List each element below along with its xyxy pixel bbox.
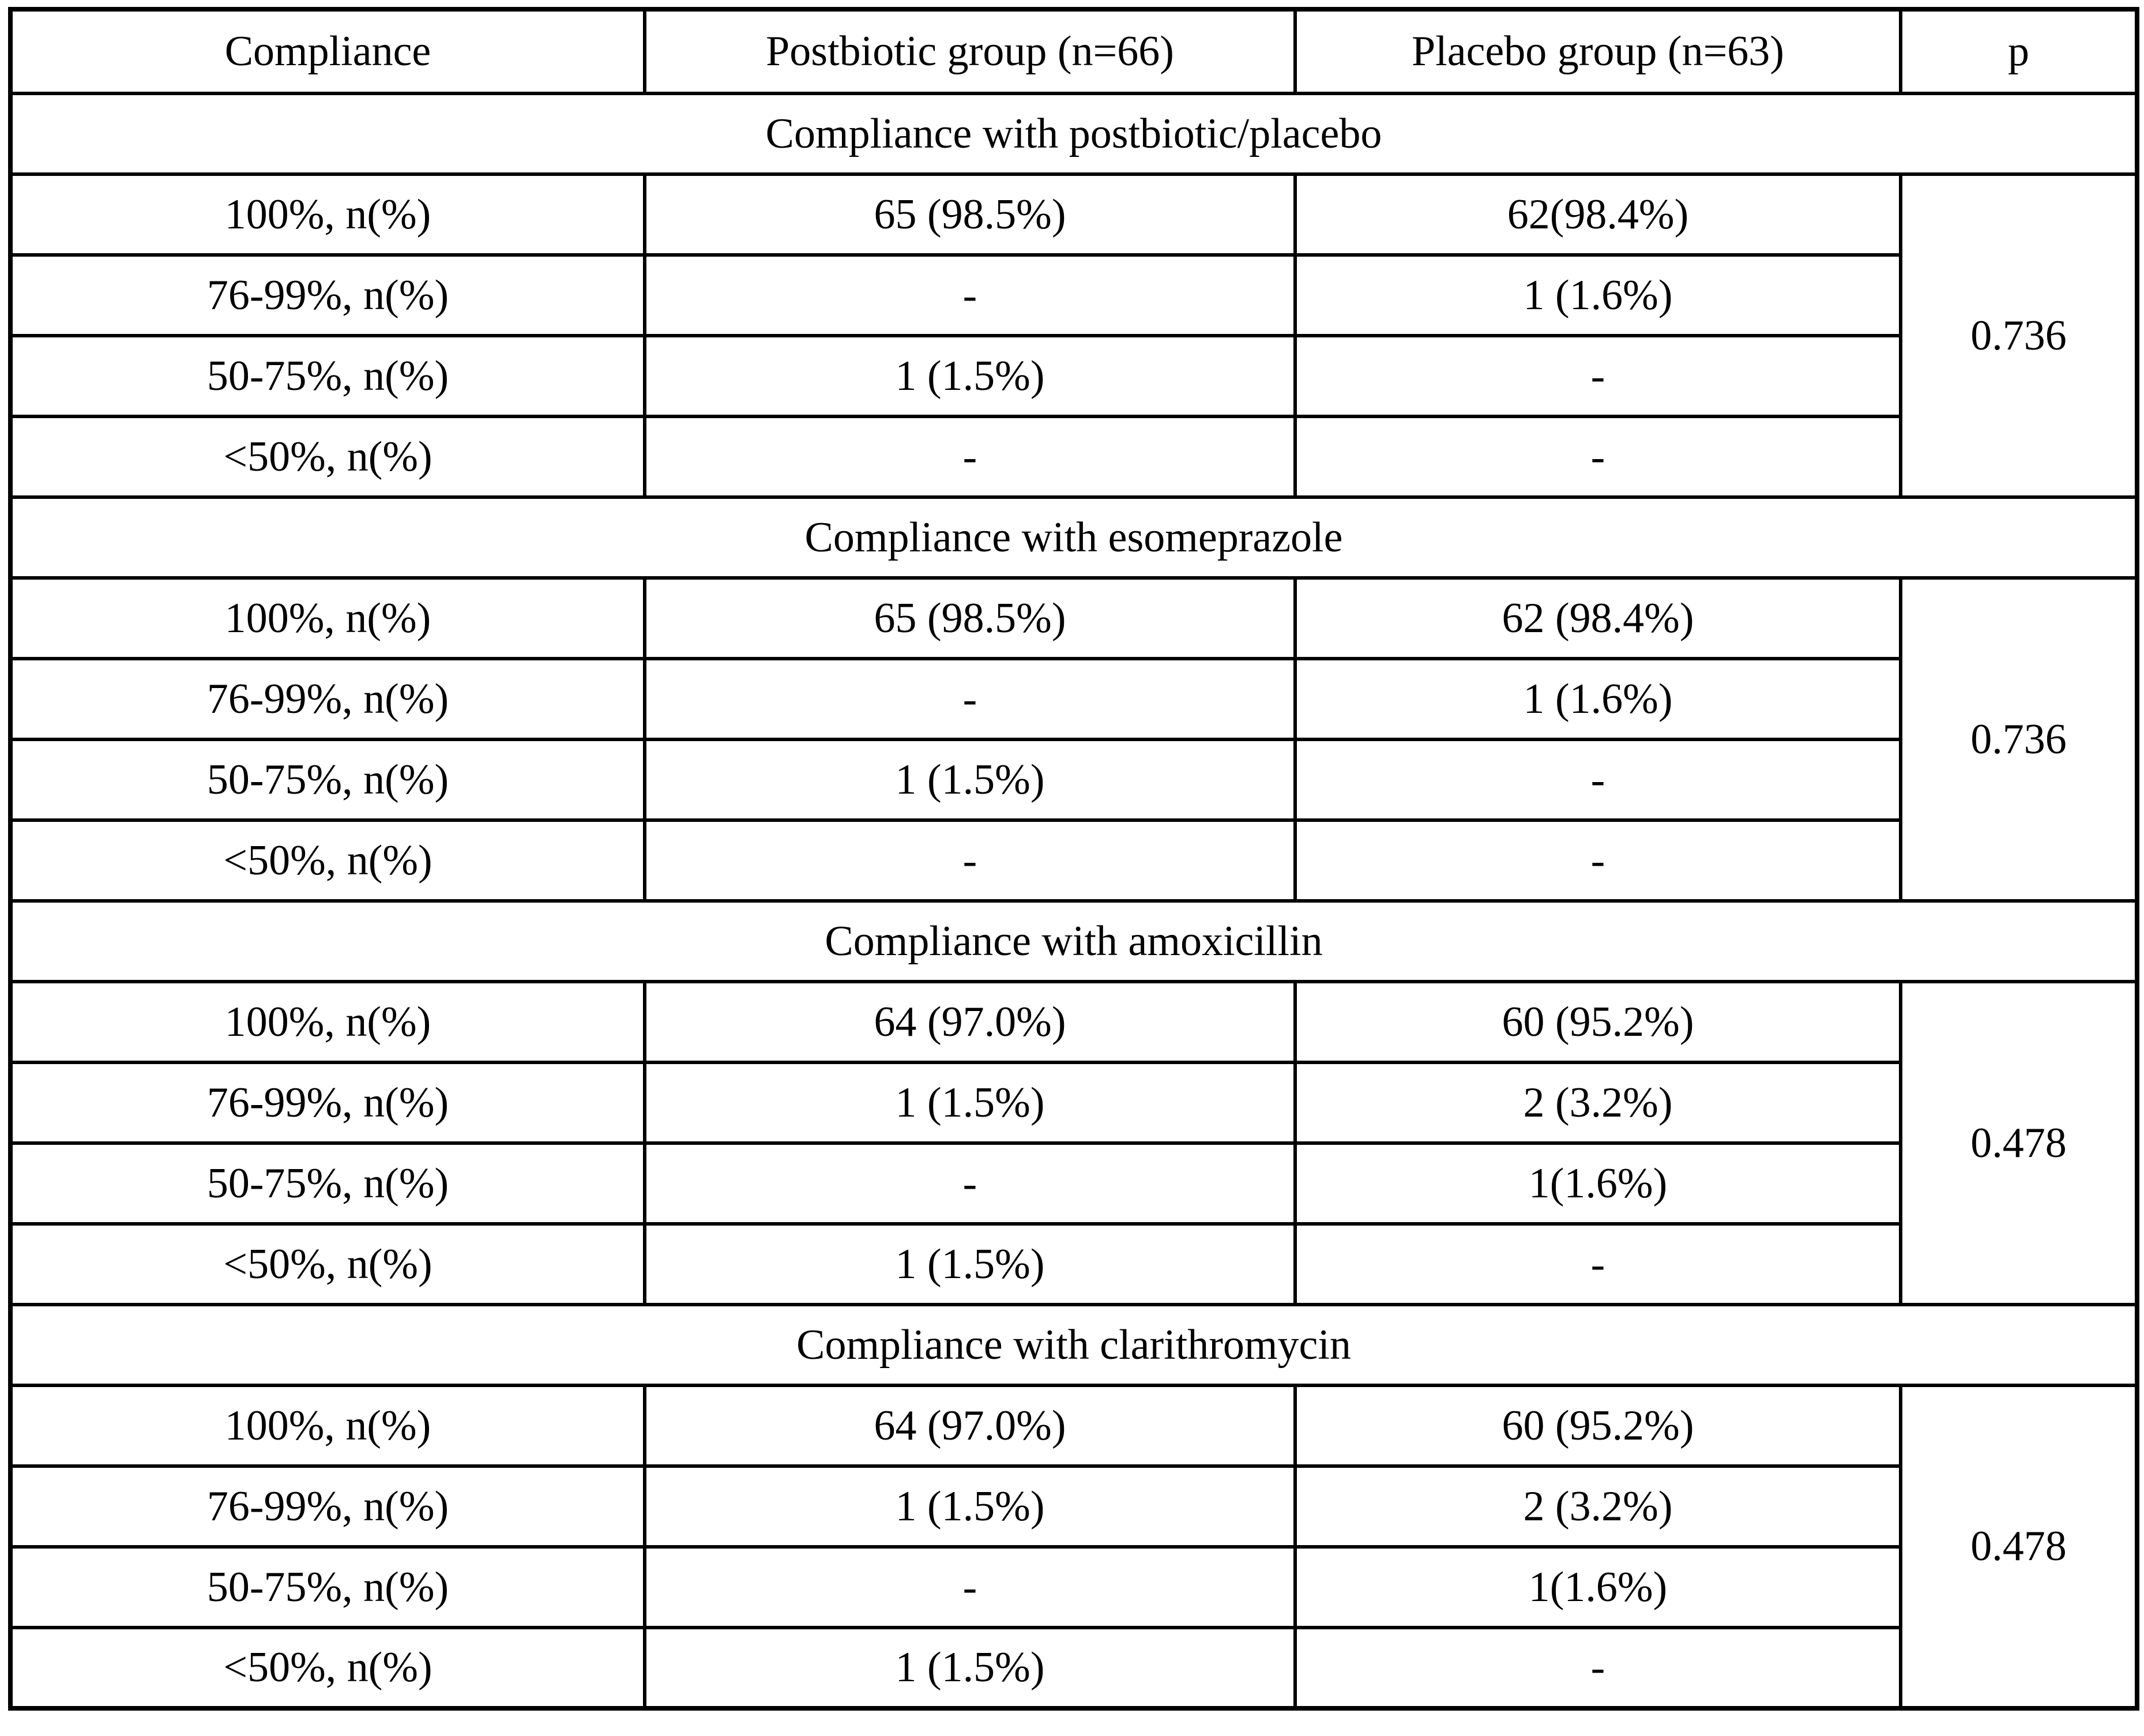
postbiotic-value-cell: -	[643, 1141, 1297, 1226]
table-row: 76-99%, n(%) - 1 (1.6%)	[9, 253, 2137, 337]
row-label: <50%, n(%)	[9, 1626, 646, 1710]
table-row: 50-75%, n(%) - 1(1.6%)	[9, 1545, 2137, 1629]
column-header-placebo-group: Placebo group (n=63)	[1293, 7, 1902, 95]
placebo-value-cell: 2 (3.2%)	[1293, 1464, 1902, 1549]
table-row: 50-75%, n(%) 1 (1.5%) -	[9, 738, 2137, 822]
row-label: 76-99%, n(%)	[9, 253, 646, 337]
row-label: 50-75%, n(%)	[9, 334, 646, 418]
table-row: 100%, n(%) 65 (98.5%) 62 (98.4%) 0.736	[9, 576, 2139, 903]
row-label: 100%, n(%)	[9, 980, 646, 1064]
row-label: 100%, n(%)	[9, 172, 646, 257]
postbiotic-value-cell: -	[643, 1545, 1297, 1629]
table-row: 76-99%, n(%) 1 (1.5%) 2 (3.2%)	[9, 1464, 2137, 1549]
postbiotic-value-cell: 1 (1.5%)	[643, 1061, 1297, 1145]
postbiotic-value-cell: -	[643, 818, 1297, 903]
placebo-value-cell: -	[1293, 818, 1902, 903]
section-title-esomeprazole: Compliance with esomeprazole	[9, 495, 2139, 580]
row-label: 50-75%, n(%)	[9, 738, 646, 822]
row-label: 50-75%, n(%)	[9, 1141, 646, 1226]
placebo-value-cell: 1(1.6%)	[1293, 1141, 1902, 1226]
postbiotic-value-cell: 1 (1.5%)	[643, 1464, 1297, 1549]
column-header-p: p	[1899, 7, 2139, 95]
postbiotic-value-cell: -	[643, 415, 1297, 499]
table-header-row: Compliance Postbiotic group (n=66) Place…	[9, 7, 2139, 95]
postbiotic-value-cell: 64 (97.0%)	[643, 1384, 1297, 1468]
compliance-table: Compliance Postbiotic group (n=66) Place…	[8, 7, 2139, 1711]
postbiotic-value-cell: 65 (98.5%)	[643, 172, 1297, 257]
section-title-postbiotic-placebo: Compliance with postbiotic/placebo	[9, 92, 2139, 176]
postbiotic-value-cell: -	[643, 657, 1297, 741]
placebo-value-cell: -	[1293, 1222, 1902, 1306]
row-label: 76-99%, n(%)	[9, 1061, 646, 1145]
table-row: 50-75%, n(%) 1 (1.5%) -	[9, 334, 2137, 418]
placebo-value-cell: -	[1293, 1626, 1902, 1710]
placebo-value-cell: 60 (95.2%)	[1293, 1384, 1902, 1468]
row-label: 50-75%, n(%)	[9, 1545, 646, 1629]
column-header-compliance: Compliance	[9, 7, 646, 95]
placebo-value-cell: -	[1293, 415, 1902, 499]
table-row: 50-75%, n(%) - 1(1.6%)	[9, 1141, 2137, 1226]
postbiotic-value-cell: 1 (1.5%)	[643, 738, 1297, 822]
table-row: <50%, n(%) 1 (1.5%) -	[9, 1222, 2137, 1306]
postbiotic-value-cell: 65 (98.5%)	[643, 576, 1297, 660]
placebo-value-cell: 1 (1.6%)	[1293, 253, 1902, 337]
placebo-value-cell: 1(1.6%)	[1293, 1545, 1902, 1629]
section-row: Compliance with esomeprazole	[9, 495, 2139, 580]
table-row: <50%, n(%) 1 (1.5%) -	[9, 1626, 2137, 1710]
table-row: 76-99%, n(%) 1 (1.5%) 2 (3.2%)	[9, 1061, 2137, 1145]
section-row: Compliance with amoxicillin	[9, 899, 2139, 983]
placebo-value-cell: 2 (3.2%)	[1293, 1061, 1902, 1145]
row-label: 100%, n(%)	[9, 576, 646, 660]
section-row: Compliance with postbiotic/placebo	[9, 92, 2139, 176]
row-label: <50%, n(%)	[9, 818, 646, 903]
table-row: <50%, n(%) - -	[9, 818, 2137, 903]
placebo-value-cell: 1 (1.6%)	[1293, 657, 1902, 741]
table-row: 100%, n(%) 64 (97.0%) 60 (95.2%) 0.478	[9, 980, 2139, 1306]
row-label: 100%, n(%)	[9, 1384, 646, 1468]
placebo-value-cell: 62(98.4%)	[1293, 172, 1902, 257]
table-row: 76-99%, n(%) - 1 (1.6%)	[9, 657, 2137, 741]
table-row: 100%, n(%) 65 (98.5%) 62(98.4%) 0.736	[9, 172, 2139, 499]
postbiotic-value-cell: 1 (1.5%)	[643, 1222, 1297, 1306]
p-value-cell: 0.478	[1899, 980, 2139, 1306]
row-label: 76-99%, n(%)	[9, 1464, 646, 1549]
placebo-value-cell: 62 (98.4%)	[1293, 576, 1902, 660]
postbiotic-value-cell: -	[643, 253, 1297, 337]
table-row: <50%, n(%) - -	[9, 415, 2137, 499]
row-label: <50%, n(%)	[9, 1222, 646, 1306]
p-value-cell: 0.736	[1899, 576, 2139, 903]
column-header-postbiotic-group: Postbiotic group (n=66)	[643, 7, 1297, 95]
section-title-amoxicillin: Compliance with amoxicillin	[9, 899, 2139, 983]
row-label: <50%, n(%)	[9, 415, 646, 499]
row-label: 76-99%, n(%)	[9, 657, 646, 741]
placebo-value-cell: 60 (95.2%)	[1293, 980, 1902, 1064]
section-title-clarithromycin: Compliance with clarithromycin	[9, 1303, 2139, 1387]
table-row: 100%, n(%) 64 (97.0%) 60 (95.2%) 0.478	[9, 1384, 2139, 1710]
postbiotic-value-cell: 64 (97.0%)	[643, 980, 1297, 1064]
postbiotic-value-cell: 1 (1.5%)	[643, 334, 1297, 418]
placebo-value-cell: -	[1293, 334, 1902, 418]
p-value-cell: 0.736	[1899, 172, 2139, 499]
section-row: Compliance with clarithromycin	[9, 1303, 2139, 1387]
placebo-value-cell: -	[1293, 738, 1902, 822]
postbiotic-value-cell: 1 (1.5%)	[643, 1626, 1297, 1710]
p-value-cell: 0.478	[1899, 1384, 2139, 1710]
